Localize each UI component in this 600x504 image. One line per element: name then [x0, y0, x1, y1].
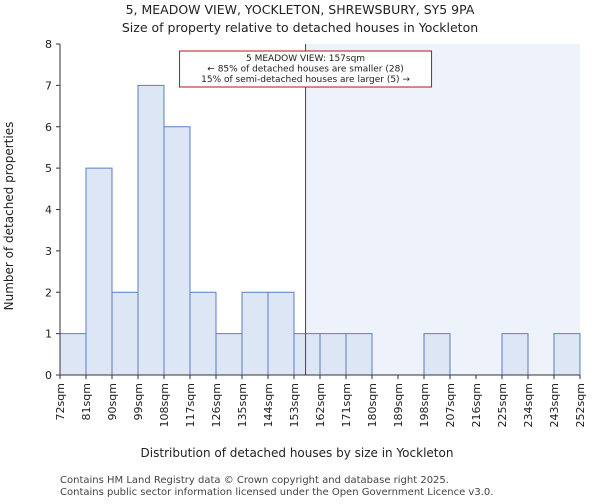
x-tick-label: 117sqm	[184, 383, 197, 427]
bar-108sqm	[163, 126, 191, 376]
bar-126sqm	[215, 333, 243, 376]
bar-225sqm	[501, 333, 529, 376]
bar-72sqm	[59, 333, 87, 376]
x-tick-label: 135sqm	[236, 383, 249, 427]
larger-than-property-region	[305, 44, 580, 375]
x-tick-label: 171sqm	[340, 383, 353, 427]
x-tick-label: 180sqm	[366, 383, 379, 427]
y-tick-label: 1	[45, 328, 52, 341]
annotation-property-size: 5 MEADOW VIEW: 157sqm	[246, 54, 365, 64]
y-axis-title: Number of detached properties	[2, 122, 16, 311]
x-tick-label: 207sqm	[444, 383, 457, 427]
footer-licence-notice: Contains public sector information licen…	[60, 487, 493, 498]
bar-198sqm	[423, 333, 451, 376]
y-tick-label: 4	[45, 204, 52, 217]
y-tick-label: 7	[45, 79, 52, 92]
x-tick-label: 189sqm	[392, 383, 405, 427]
bar-81sqm	[85, 167, 113, 376]
y-tick-label: 5	[45, 162, 52, 175]
footer-land-registry-notice: Contains HM Land Registry data © Crown c…	[60, 475, 449, 486]
x-tick-label: 198sqm	[418, 383, 431, 427]
bar-153sqm	[293, 333, 321, 376]
y-tick-label: 0	[45, 369, 52, 382]
y-tick-label: 2	[45, 286, 52, 299]
bar-171sqm	[345, 333, 373, 376]
y-tick-label: 3	[45, 245, 52, 258]
x-tick-label: 90sqm	[106, 383, 119, 420]
x-tick-label: 234sqm	[522, 383, 535, 427]
bar-99sqm	[137, 84, 165, 376]
x-tick-label: 225sqm	[496, 383, 509, 427]
annotation-smaller-share: ← 85% of detached houses are smaller (28…	[207, 65, 404, 75]
bar-162sqm	[319, 333, 347, 376]
x-tick-label: 252sqm	[574, 383, 587, 427]
bar-144sqm	[267, 291, 295, 376]
x-tick-label: 108sqm	[158, 383, 171, 427]
x-tick-label: 162sqm	[314, 383, 327, 427]
y-axis-ticks: 0 1 2 3 4 5 6 7 8	[45, 38, 60, 382]
bar-117sqm	[189, 291, 217, 376]
x-tick-label: 99sqm	[132, 383, 145, 420]
bar-243sqm	[553, 333, 581, 376]
x-axis-ticks: 72sqm 81sqm 90sqm 99sqm 108sqm 117sqm 126sqm 13…	[54, 375, 587, 427]
x-axis-title: Distribution of detached houses by size …	[141, 446, 454, 460]
chart-title: 5, MEADOW VIEW, YOCKLETON, SHREWSBURY, S…	[126, 2, 475, 17]
y-tick-label: 6	[45, 121, 52, 134]
x-tick-label: 81sqm	[80, 383, 93, 420]
bar-90sqm	[111, 291, 139, 376]
x-tick-label: 72sqm	[54, 383, 67, 420]
y-tick-label: 8	[45, 38, 52, 51]
bars-layer	[59, 84, 581, 376]
x-tick-label: 144sqm	[262, 383, 275, 427]
chart-subtitle: Size of property relative to detached ho…	[122, 20, 478, 35]
x-tick-label: 153sqm	[288, 383, 301, 427]
x-tick-label: 243sqm	[548, 383, 561, 427]
x-tick-label: 216sqm	[470, 383, 483, 427]
annotation-larger-share: 15% of semi-detached houses are larger (…	[201, 75, 410, 85]
bar-135sqm	[241, 291, 269, 376]
x-tick-label: 126sqm	[210, 383, 223, 427]
annotation-box	[179, 50, 433, 88]
